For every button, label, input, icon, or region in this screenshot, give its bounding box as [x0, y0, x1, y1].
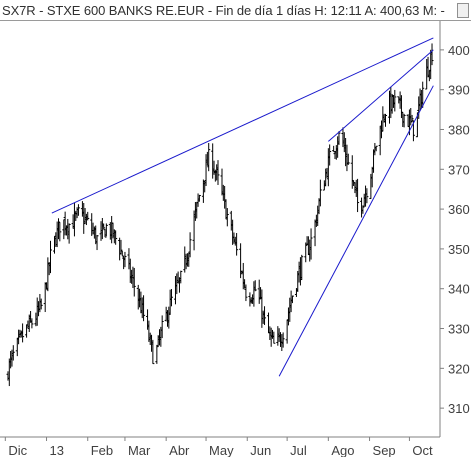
price-bar [142, 295, 146, 322]
price-bar [225, 208, 229, 227]
price-bar [102, 223, 106, 230]
x-tick-label: 13 [50, 443, 64, 457]
price-bar [119, 239, 123, 255]
header-close-button[interactable] [457, 3, 469, 18]
price-bar [300, 254, 304, 281]
x-tick-label: May [209, 443, 234, 457]
x-tick-label: Oct [412, 443, 433, 457]
price-bar [123, 251, 127, 268]
price-bar [374, 145, 378, 152]
x-tick-label: Mar [128, 443, 151, 457]
y-axis: 310 320 330 340 350 360 370 380 390 400 [440, 43, 470, 416]
price-bar [67, 223, 71, 244]
x-tick-label: Jul [290, 443, 307, 457]
price-bar [155, 344, 159, 364]
price-bar [290, 295, 294, 304]
y-tick-label: 380 [448, 122, 470, 137]
price-bar [169, 289, 173, 307]
price-bar [337, 131, 341, 145]
price-bar [346, 153, 350, 165]
price-bar [103, 228, 107, 238]
trendline[interactable] [328, 49, 434, 142]
price-bar [318, 179, 322, 207]
price-bar [151, 339, 155, 365]
price-bar [49, 240, 53, 274]
price-bar [188, 232, 192, 258]
price-bar [86, 211, 90, 221]
y-tick-label: 350 [448, 242, 470, 257]
y-tick-label: 400 [448, 43, 470, 58]
chart-title: SX7R - STXE 600 BANKS RE.EUR - Fin de dí… [2, 3, 445, 18]
x-axis: Dic 13 Feb Mar Abr May Jun Jul Ago Sep Oct [4, 437, 433, 457]
price-bar [383, 113, 387, 127]
price-bar [30, 318, 34, 329]
price-bar [281, 332, 285, 348]
price-bar [21, 323, 25, 343]
x-tick-label: Abr [169, 443, 190, 457]
price-bar [197, 194, 201, 202]
price-bar [402, 113, 406, 128]
price-bar [328, 144, 332, 166]
price-bar [304, 242, 308, 263]
price-bar [244, 284, 248, 302]
x-tick-label: Sep [373, 443, 396, 457]
price-bar [160, 315, 164, 339]
chart-header: SX7R - STXE 600 BANKS RE.EUR - Fin de dí… [0, 0, 471, 21]
price-bar [309, 228, 313, 260]
x-tick-label: Jun [250, 443, 271, 457]
price-bar [104, 223, 108, 237]
trendline[interactable] [278, 85, 434, 377]
price-bar [356, 178, 360, 213]
price-bar [421, 81, 425, 108]
price-bar [95, 235, 99, 251]
price-bar [179, 270, 183, 284]
y-tick-label: 340 [448, 282, 470, 297]
y-tick-label: 370 [448, 162, 470, 177]
price-bar [39, 298, 43, 310]
y-tick-label: 360 [448, 202, 470, 217]
trendline[interactable] [51, 37, 434, 214]
y-tick-label: 390 [448, 83, 470, 98]
price-bar [263, 306, 267, 325]
price-bar [11, 345, 15, 361]
y-tick-label: 310 [448, 401, 470, 416]
price-bar [365, 188, 369, 204]
price-bar [216, 160, 220, 185]
price-bar [332, 145, 336, 153]
x-tick-label: Ago [331, 443, 354, 457]
price-bar [253, 280, 257, 292]
price-bar [114, 230, 118, 245]
price-bar [58, 221, 62, 242]
price-bar [272, 331, 276, 344]
x-tick-label: Dic [8, 443, 27, 457]
price-bar [207, 142, 211, 172]
plot-area [6, 37, 434, 387]
x-tick-label: Feb [91, 443, 113, 457]
price-bar [393, 89, 397, 112]
price-bar [132, 267, 136, 297]
price-bar [235, 233, 239, 256]
price-bar [76, 204, 80, 216]
y-tick-label: 330 [448, 322, 470, 337]
y-tick-label: 320 [448, 361, 470, 376]
